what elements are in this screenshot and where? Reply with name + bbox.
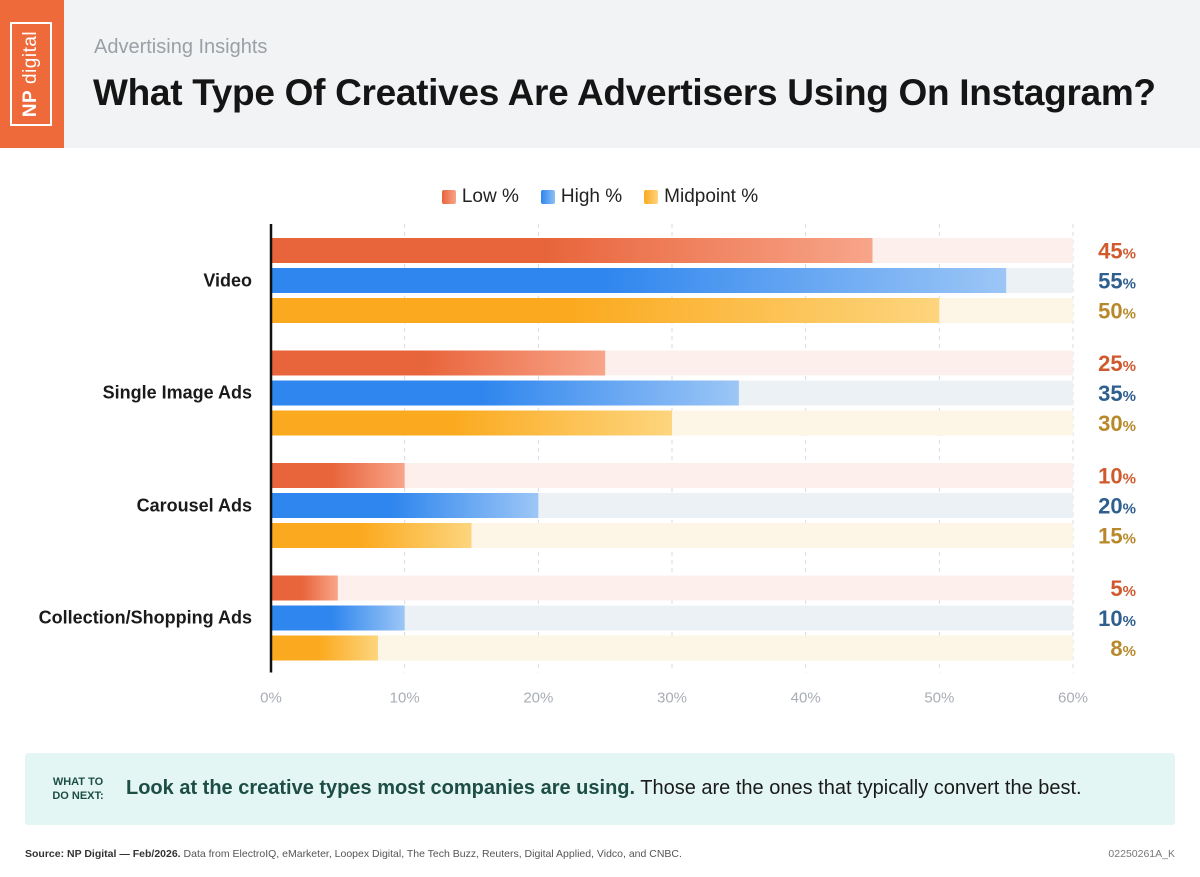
bar-midpoint bbox=[272, 635, 378, 661]
value-label: 45% bbox=[1098, 239, 1136, 264]
bar-track bbox=[272, 605, 1073, 631]
x-tick-label: 0% bbox=[260, 690, 282, 707]
value-label: 55% bbox=[1098, 269, 1136, 294]
bar-low bbox=[272, 463, 405, 488]
callout-text: Look at the creative types most companie… bbox=[126, 777, 1082, 800]
bars bbox=[272, 238, 1073, 661]
x-tick-label: 20% bbox=[523, 690, 553, 707]
chart-legend: Low % High % Midpoint % bbox=[0, 186, 1200, 208]
bar-low bbox=[272, 350, 606, 376]
bar-low bbox=[272, 575, 338, 601]
logo-frame: NP digital bbox=[10, 22, 52, 126]
value-label: 35% bbox=[1098, 381, 1136, 406]
callout-bold: Look at the creative types most companie… bbox=[126, 777, 636, 799]
x-tick-label: 10% bbox=[390, 690, 420, 707]
page-title: What Type Of Creatives Are Advertisers U… bbox=[93, 72, 1156, 113]
bar-track bbox=[272, 575, 1073, 601]
source-note: Source: NP Digital — Feb/2026. Data from… bbox=[25, 848, 682, 860]
value-labels: 45% 55% 50% 25% 35% 30% 10% 20% 15% 5% 10% 8% bbox=[1098, 239, 1136, 662]
legend-swatch-midpoint bbox=[644, 190, 659, 204]
legend-swatch-high bbox=[540, 190, 555, 204]
bar-track bbox=[272, 635, 1073, 661]
x-tick-label: 60% bbox=[1058, 690, 1088, 707]
bar-high bbox=[272, 493, 539, 518]
legend-item-midpoint: Midpoint % bbox=[644, 186, 758, 208]
category-label: Single Image Ads bbox=[102, 382, 252, 403]
value-label: 10% bbox=[1098, 606, 1136, 631]
value-label: 30% bbox=[1098, 411, 1136, 436]
callout-tag-line2: DO NEXT: bbox=[52, 790, 104, 802]
legend-item-low: Low % bbox=[441, 186, 519, 208]
value-label: 5% bbox=[1110, 576, 1136, 601]
kicker: Advertising Insights bbox=[94, 36, 268, 58]
callout-tag-line1: WHAT TO bbox=[52, 776, 104, 788]
bar-track bbox=[272, 463, 1073, 488]
x-tick-label: 40% bbox=[791, 690, 821, 707]
bar-high bbox=[272, 605, 405, 631]
category-label: Video bbox=[203, 270, 252, 290]
category-label: Carousel Ads bbox=[136, 495, 252, 515]
value-label: 25% bbox=[1098, 351, 1136, 376]
value-label: 15% bbox=[1098, 524, 1136, 549]
bar-low bbox=[272, 238, 873, 263]
x-tick-label: 30% bbox=[657, 690, 687, 707]
category-label: Collection/Shopping Ads bbox=[38, 607, 252, 628]
legend-label-high: High % bbox=[560, 186, 623, 207]
value-label: 50% bbox=[1098, 299, 1136, 324]
callout-tag: WHAT TO DO NEXT: bbox=[37, 775, 119, 803]
value-label: 10% bbox=[1098, 464, 1136, 489]
header: NP digital Advertising Insights What Typ… bbox=[0, 0, 1200, 148]
callout-rest: Those are the ones that typically conver… bbox=[635, 777, 1082, 799]
legend-label-midpoint: Midpoint % bbox=[664, 186, 759, 207]
x-tick-label: 50% bbox=[924, 690, 954, 707]
np-digital-logo: NP digital bbox=[0, 0, 64, 148]
what-to-do-next-callout: WHAT TO DO NEXT: Look at the creative ty… bbox=[25, 753, 1175, 825]
bar-midpoint bbox=[272, 410, 672, 436]
asset-code: 02250261A_K bbox=[1108, 848, 1175, 860]
bar-high bbox=[272, 268, 1007, 293]
bar-midpoint bbox=[272, 523, 472, 548]
bar-high bbox=[272, 380, 739, 406]
legend-label-low: Low % bbox=[461, 186, 519, 207]
bar-midpoint bbox=[272, 298, 940, 323]
legend-swatch-low bbox=[441, 190, 456, 204]
source-rest: Data from ElectroIQ, eMarketer, Loopex D… bbox=[180, 848, 682, 860]
axis: 0% 10% 20% 30% 40% 50% 60% bbox=[260, 224, 1088, 707]
value-label: 20% bbox=[1098, 494, 1136, 519]
legend-item-high: High % bbox=[540, 186, 623, 208]
source-bold: Source: NP Digital — Feb/2026. bbox=[25, 848, 181, 860]
value-label: 8% bbox=[1110, 636, 1136, 661]
